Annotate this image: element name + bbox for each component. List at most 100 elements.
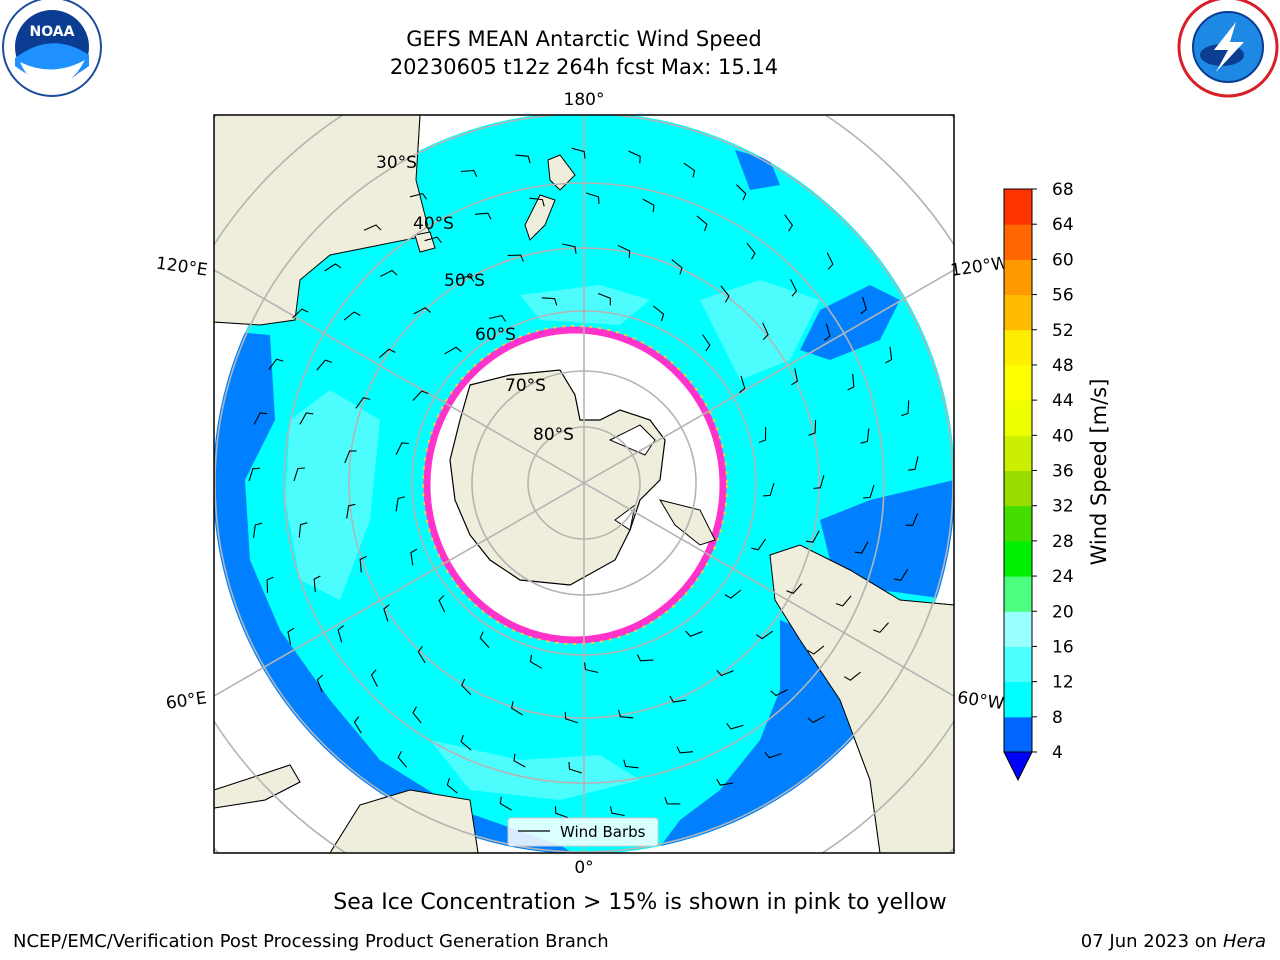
wind-barb xyxy=(844,671,861,681)
wind-barb xyxy=(623,759,639,769)
footer-credit: NCEP/EMC/Verification Post Processing Pr… xyxy=(13,931,609,952)
colorbar-extend-arrow xyxy=(1003,751,1033,782)
wind-barb xyxy=(696,215,708,232)
wind-barb xyxy=(438,595,446,613)
wind-barb xyxy=(847,373,855,391)
wind-barb xyxy=(763,482,775,497)
wind-barb xyxy=(359,555,367,573)
colorbar-tick-label: 48 xyxy=(1052,356,1074,376)
wind-barb xyxy=(790,279,798,297)
wind-barb xyxy=(337,625,345,643)
wind-barb xyxy=(292,308,309,319)
lat-label-30s: 30°S xyxy=(376,153,417,173)
colorbar-tick-label: 60 xyxy=(1052,250,1074,270)
wind-barb xyxy=(908,456,919,471)
colorbar-tick-label: 4 xyxy=(1052,743,1063,763)
wind-barb xyxy=(479,631,490,648)
colorbar-tick-label: 40 xyxy=(1052,426,1074,446)
wind-barb xyxy=(344,450,357,464)
wind-barb xyxy=(248,467,260,482)
lat-label-60s: 60°S xyxy=(475,325,516,345)
wind-barb xyxy=(738,375,746,394)
colorbar-tick-label: 36 xyxy=(1052,462,1074,482)
high-wind-region xyxy=(285,390,380,600)
wind-barb xyxy=(562,243,577,254)
map-legend: Wind Barbs xyxy=(507,817,659,847)
lon-label-120w: 120°W xyxy=(949,253,1009,281)
wind-barb xyxy=(513,753,526,768)
wind-barb xyxy=(474,212,492,220)
lon-label-180: 180° xyxy=(564,90,605,110)
wind-barb xyxy=(444,346,462,355)
colorbar-tick-label: 64 xyxy=(1052,215,1074,235)
high-wind-region xyxy=(430,740,640,800)
wind-barb xyxy=(770,689,788,697)
low-wind-region xyxy=(214,330,584,853)
colorbar-segment xyxy=(1004,259,1032,296)
wind-barb xyxy=(669,695,687,703)
wind-barb xyxy=(355,397,371,409)
noaa-logo: NOAA xyxy=(2,0,102,97)
wind-barb xyxy=(413,307,431,315)
colorbar-segment xyxy=(1004,189,1032,225)
high-wind-region xyxy=(700,280,820,380)
wind-barb xyxy=(395,496,406,512)
wind-barb xyxy=(751,538,767,551)
wind-barb xyxy=(363,224,382,231)
wind-barb xyxy=(736,184,747,201)
wind-barb xyxy=(564,711,579,724)
wind-barb xyxy=(860,296,867,315)
colorbar-segment xyxy=(1004,646,1032,683)
lat-label-70s: 70°S xyxy=(505,376,546,396)
wind-barb xyxy=(266,576,274,593)
wind-barb xyxy=(353,716,362,734)
colorbar-tick-label: 28 xyxy=(1052,532,1074,552)
colorbar-segment xyxy=(1004,400,1032,436)
wind-barb xyxy=(893,568,909,581)
wind-barb xyxy=(808,419,817,436)
colorbar-tick-label: 24 xyxy=(1052,567,1074,587)
wind-barb xyxy=(716,778,734,786)
wind-barb xyxy=(316,359,333,371)
wind-barb xyxy=(571,147,586,159)
footer-date: 07 Jun 2023 on Hera xyxy=(1081,931,1266,952)
nws-logo xyxy=(1177,0,1279,98)
wind-barb xyxy=(835,595,852,607)
wind-barb xyxy=(287,627,295,645)
colorbar-tick-label: 8 xyxy=(1052,708,1063,728)
wind-barb xyxy=(764,751,782,759)
legend-label: Wind Barbs xyxy=(560,823,646,841)
colorbar-label: Wind Speed [m/s] xyxy=(1087,379,1111,566)
wind-barb xyxy=(412,390,429,401)
wind-barb xyxy=(568,762,583,774)
colorbar-segment xyxy=(1004,470,1032,507)
lon-label-0: 0° xyxy=(574,858,593,878)
map-area: Wind Barbs xyxy=(214,115,954,853)
low-wind-region xyxy=(800,285,900,360)
wind-barb xyxy=(316,674,323,693)
wind-barb xyxy=(529,197,545,207)
wind-barb xyxy=(583,662,599,674)
wind-barb xyxy=(628,150,641,164)
wind-barb xyxy=(417,645,426,664)
wind-barb xyxy=(395,442,409,455)
wind-barb xyxy=(702,334,711,352)
wind-barb xyxy=(253,412,268,425)
wind-barb xyxy=(298,522,308,538)
wind-barb xyxy=(409,192,428,200)
wind-barbs xyxy=(248,147,919,819)
wind-barb xyxy=(724,589,742,599)
wind-barb xyxy=(786,583,803,594)
wind-barb xyxy=(784,214,794,232)
wind-barb xyxy=(685,630,703,637)
wind-barb xyxy=(324,263,342,272)
wind-barb xyxy=(617,244,631,259)
wind-barb xyxy=(541,297,558,306)
wind-barb xyxy=(397,750,408,768)
footer-machine: Hera xyxy=(1222,931,1266,952)
lon-label-60w: 60°W xyxy=(956,688,1005,714)
title-line-1: GEFS MEAN Antarctic Wind Speed xyxy=(406,27,762,51)
wind-barb xyxy=(726,722,744,730)
wind-barb xyxy=(791,368,799,386)
